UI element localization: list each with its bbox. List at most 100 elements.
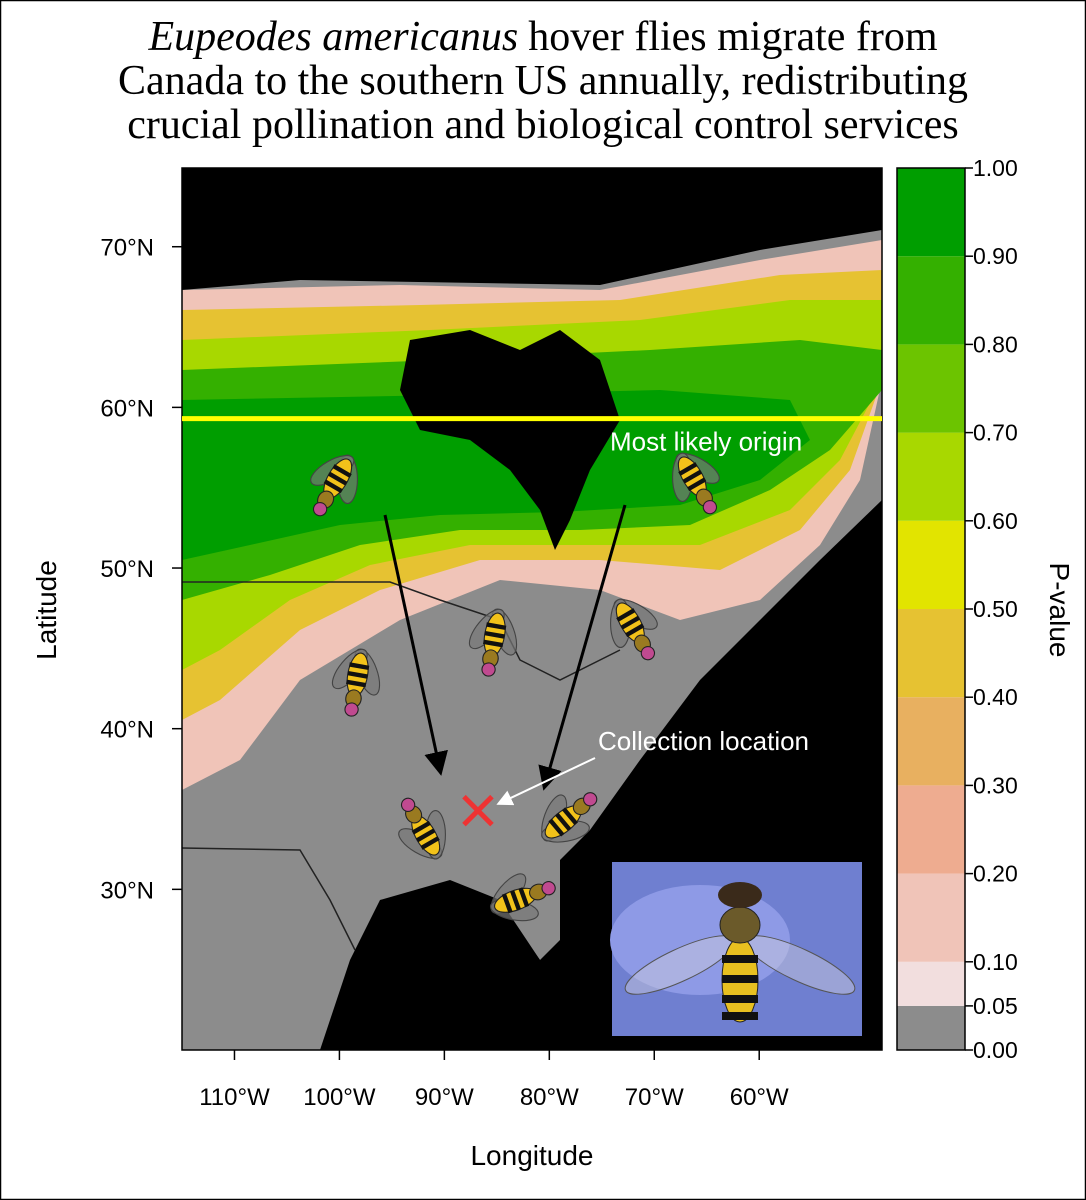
fly-stripe — [332, 464, 352, 478]
hudson-bay — [400, 330, 620, 550]
arctic — [182, 168, 882, 265]
colorbar-band — [897, 609, 965, 698]
colorbar-tick-label: 0.10 — [973, 949, 1018, 975]
fly-head — [344, 702, 359, 717]
colorbar-tick-label: 0.90 — [973, 243, 1018, 269]
photo-stripe — [722, 995, 758, 1003]
colorbar-tick-label: 0.80 — [973, 331, 1018, 357]
title-line: crucial pollination and biological contr… — [127, 102, 959, 148]
fly-stripe — [416, 828, 436, 843]
colorbar-band — [897, 785, 965, 874]
colorbar-tick-label: 0.70 — [973, 420, 1018, 446]
colorbar-band — [897, 697, 965, 786]
fly-stripe — [620, 615, 640, 630]
x-tick-label: 100°W — [303, 1084, 376, 1111]
title-italic: Eupeodes americanus — [147, 14, 518, 60]
colorbar-band — [897, 961, 965, 1006]
border — [182, 847, 356, 951]
fly-stripe — [682, 469, 702, 484]
fly-stripe — [347, 670, 368, 679]
x-tick-label: 90°W — [415, 1084, 474, 1111]
fly-stripe — [420, 836, 440, 850]
fly-stripe — [616, 608, 636, 622]
y-tick-label: 30°N — [100, 877, 154, 904]
fly-stripe — [484, 630, 505, 639]
band — [182, 390, 810, 560]
fly-head — [640, 645, 656, 661]
hover-fly — [541, 792, 598, 843]
fly-stripe — [687, 477, 707, 492]
fly-stripe — [349, 662, 370, 671]
inset-photo — [610, 862, 862, 1036]
colorbar-tick-label: 0.60 — [973, 508, 1018, 534]
hover-fly — [310, 454, 358, 517]
hover-fly — [468, 608, 518, 677]
fly-stripe — [561, 807, 578, 826]
x-axis-label: Longitude — [470, 1140, 593, 1171]
fly-stripe — [625, 623, 645, 638]
origin-label: Most likely origin — [610, 427, 802, 457]
hover-fly — [489, 873, 556, 922]
x-tick-label: 70°W — [625, 1084, 684, 1111]
photo-head — [718, 882, 762, 908]
colorbar-tick-label: 0.05 — [973, 993, 1018, 1019]
fly-stripe — [555, 812, 572, 831]
fly-stripe — [548, 818, 565, 837]
colorbar-band — [897, 344, 965, 433]
collection-marker — [462, 794, 494, 827]
fly-stripe — [328, 471, 348, 486]
fly-stripe — [483, 639, 504, 648]
colorbar-band — [897, 168, 965, 257]
x-tick-label: 80°W — [520, 1084, 579, 1111]
colorbar-tick-label: 0.00 — [973, 1037, 1018, 1063]
fly-stripe — [486, 622, 507, 631]
hover-fly — [331, 648, 381, 717]
title-rest: hover flies migrate from — [528, 14, 938, 60]
colorbar-band — [897, 256, 965, 345]
title-line: Canada to the southern US annually, redi… — [118, 58, 968, 104]
fly-head — [702, 499, 718, 515]
y-axis-label: Latitude — [31, 560, 62, 660]
colorbar-tick-label: 0.40 — [973, 684, 1018, 710]
gulf — [360, 890, 560, 1050]
colorbar-tick-label: 0.30 — [973, 772, 1018, 798]
x-tick-label: 110°W — [199, 1084, 270, 1111]
colorbar-tick-label: 1.00 — [973, 155, 1018, 181]
photo-stripe — [722, 955, 758, 963]
photo-thorax — [719, 906, 761, 944]
colorbar-label: P-value — [1044, 563, 1075, 658]
fly-head — [312, 501, 328, 517]
fly-stripe — [501, 893, 513, 914]
fly-head — [583, 792, 598, 807]
fly-head — [481, 662, 496, 677]
y-tick-label: 40°N — [100, 717, 154, 744]
fly-stripe — [510, 890, 521, 911]
fly-head — [541, 881, 556, 896]
fly-stripe — [411, 820, 431, 835]
x-tick-label: 60°W — [730, 1084, 789, 1111]
map-frame — [181, 167, 883, 1051]
arrow — [496, 757, 596, 806]
hover-fly — [398, 797, 446, 860]
colorbar-band — [897, 520, 965, 609]
fly-stripe — [346, 679, 367, 688]
map — [182, 168, 882, 1050]
y-tick-label: 70°N — [100, 235, 154, 262]
y-tick-label: 60°N — [100, 395, 154, 422]
fly-head — [400, 797, 416, 813]
fly-stripe — [518, 887, 530, 908]
colorbar-band — [897, 1005, 965, 1050]
fly-stripe — [678, 462, 698, 476]
photo-stripe — [722, 1012, 758, 1020]
arrow — [383, 514, 448, 776]
arrow — [538, 504, 627, 791]
hover-fly — [610, 598, 658, 661]
collection-label: Collection location — [598, 726, 809, 756]
y-tick-label: 50°N — [100, 556, 154, 583]
colorbar-tick-label: 0.20 — [973, 861, 1018, 887]
colorbar-band — [897, 432, 965, 521]
hover-fly — [672, 452, 720, 515]
colorbar-tick-label: 0.50 — [973, 596, 1018, 622]
photo-stripe — [722, 975, 758, 983]
